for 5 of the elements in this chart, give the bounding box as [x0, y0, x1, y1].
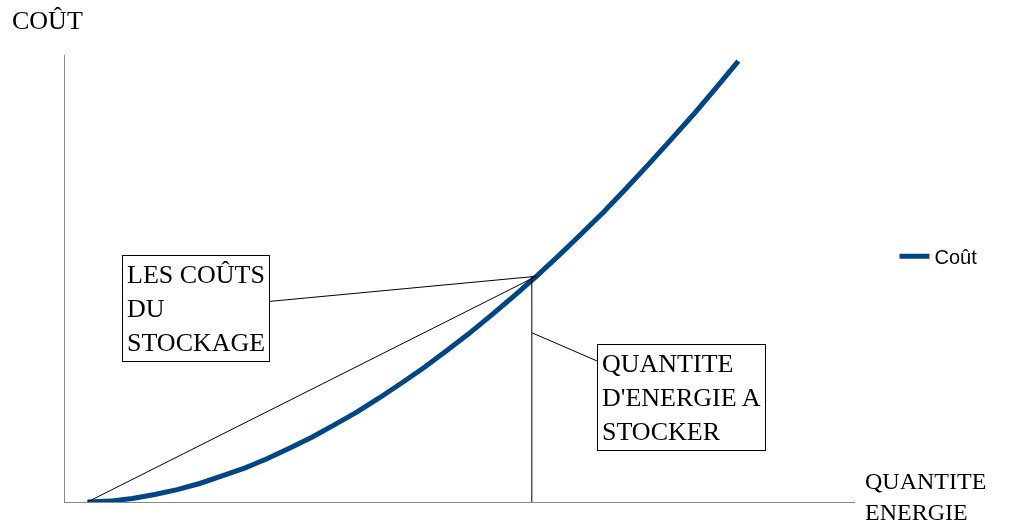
- annotation: QUANTITE D'ENERGIE A STOCKER: [602, 349, 761, 446]
- annotation: LES COÛTS DU STOCKAGE: [127, 260, 266, 357]
- y-axis-title: COÛT: [12, 6, 83, 35]
- legend-label: Coût: [934, 245, 978, 268]
- x-axis-title: QUANTITE ENERGIE: [865, 468, 987, 526]
